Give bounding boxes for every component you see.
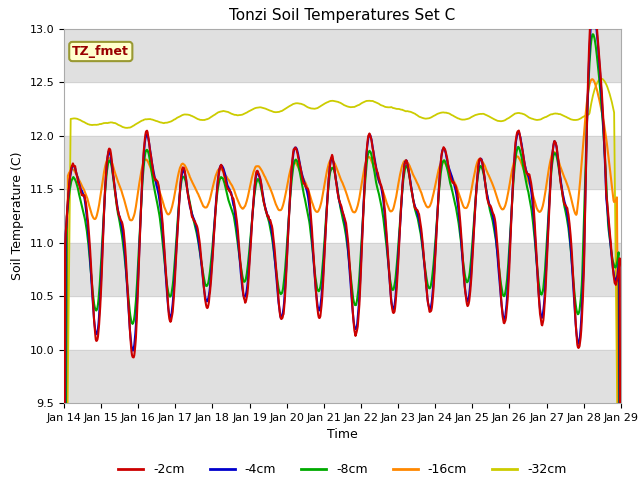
Bar xyxy=(64,136,621,189)
Bar xyxy=(64,29,621,82)
Text: TZ_fmet: TZ_fmet xyxy=(72,45,129,58)
Title: Tonzi Soil Temperatures Set C: Tonzi Soil Temperatures Set C xyxy=(229,9,456,24)
Y-axis label: Soil Temperature (C): Soil Temperature (C) xyxy=(11,152,24,280)
X-axis label: Time: Time xyxy=(327,429,358,442)
Bar xyxy=(64,350,621,403)
Legend: -2cm, -4cm, -8cm, -16cm, -32cm: -2cm, -4cm, -8cm, -16cm, -32cm xyxy=(113,458,572,480)
Bar xyxy=(64,243,621,296)
